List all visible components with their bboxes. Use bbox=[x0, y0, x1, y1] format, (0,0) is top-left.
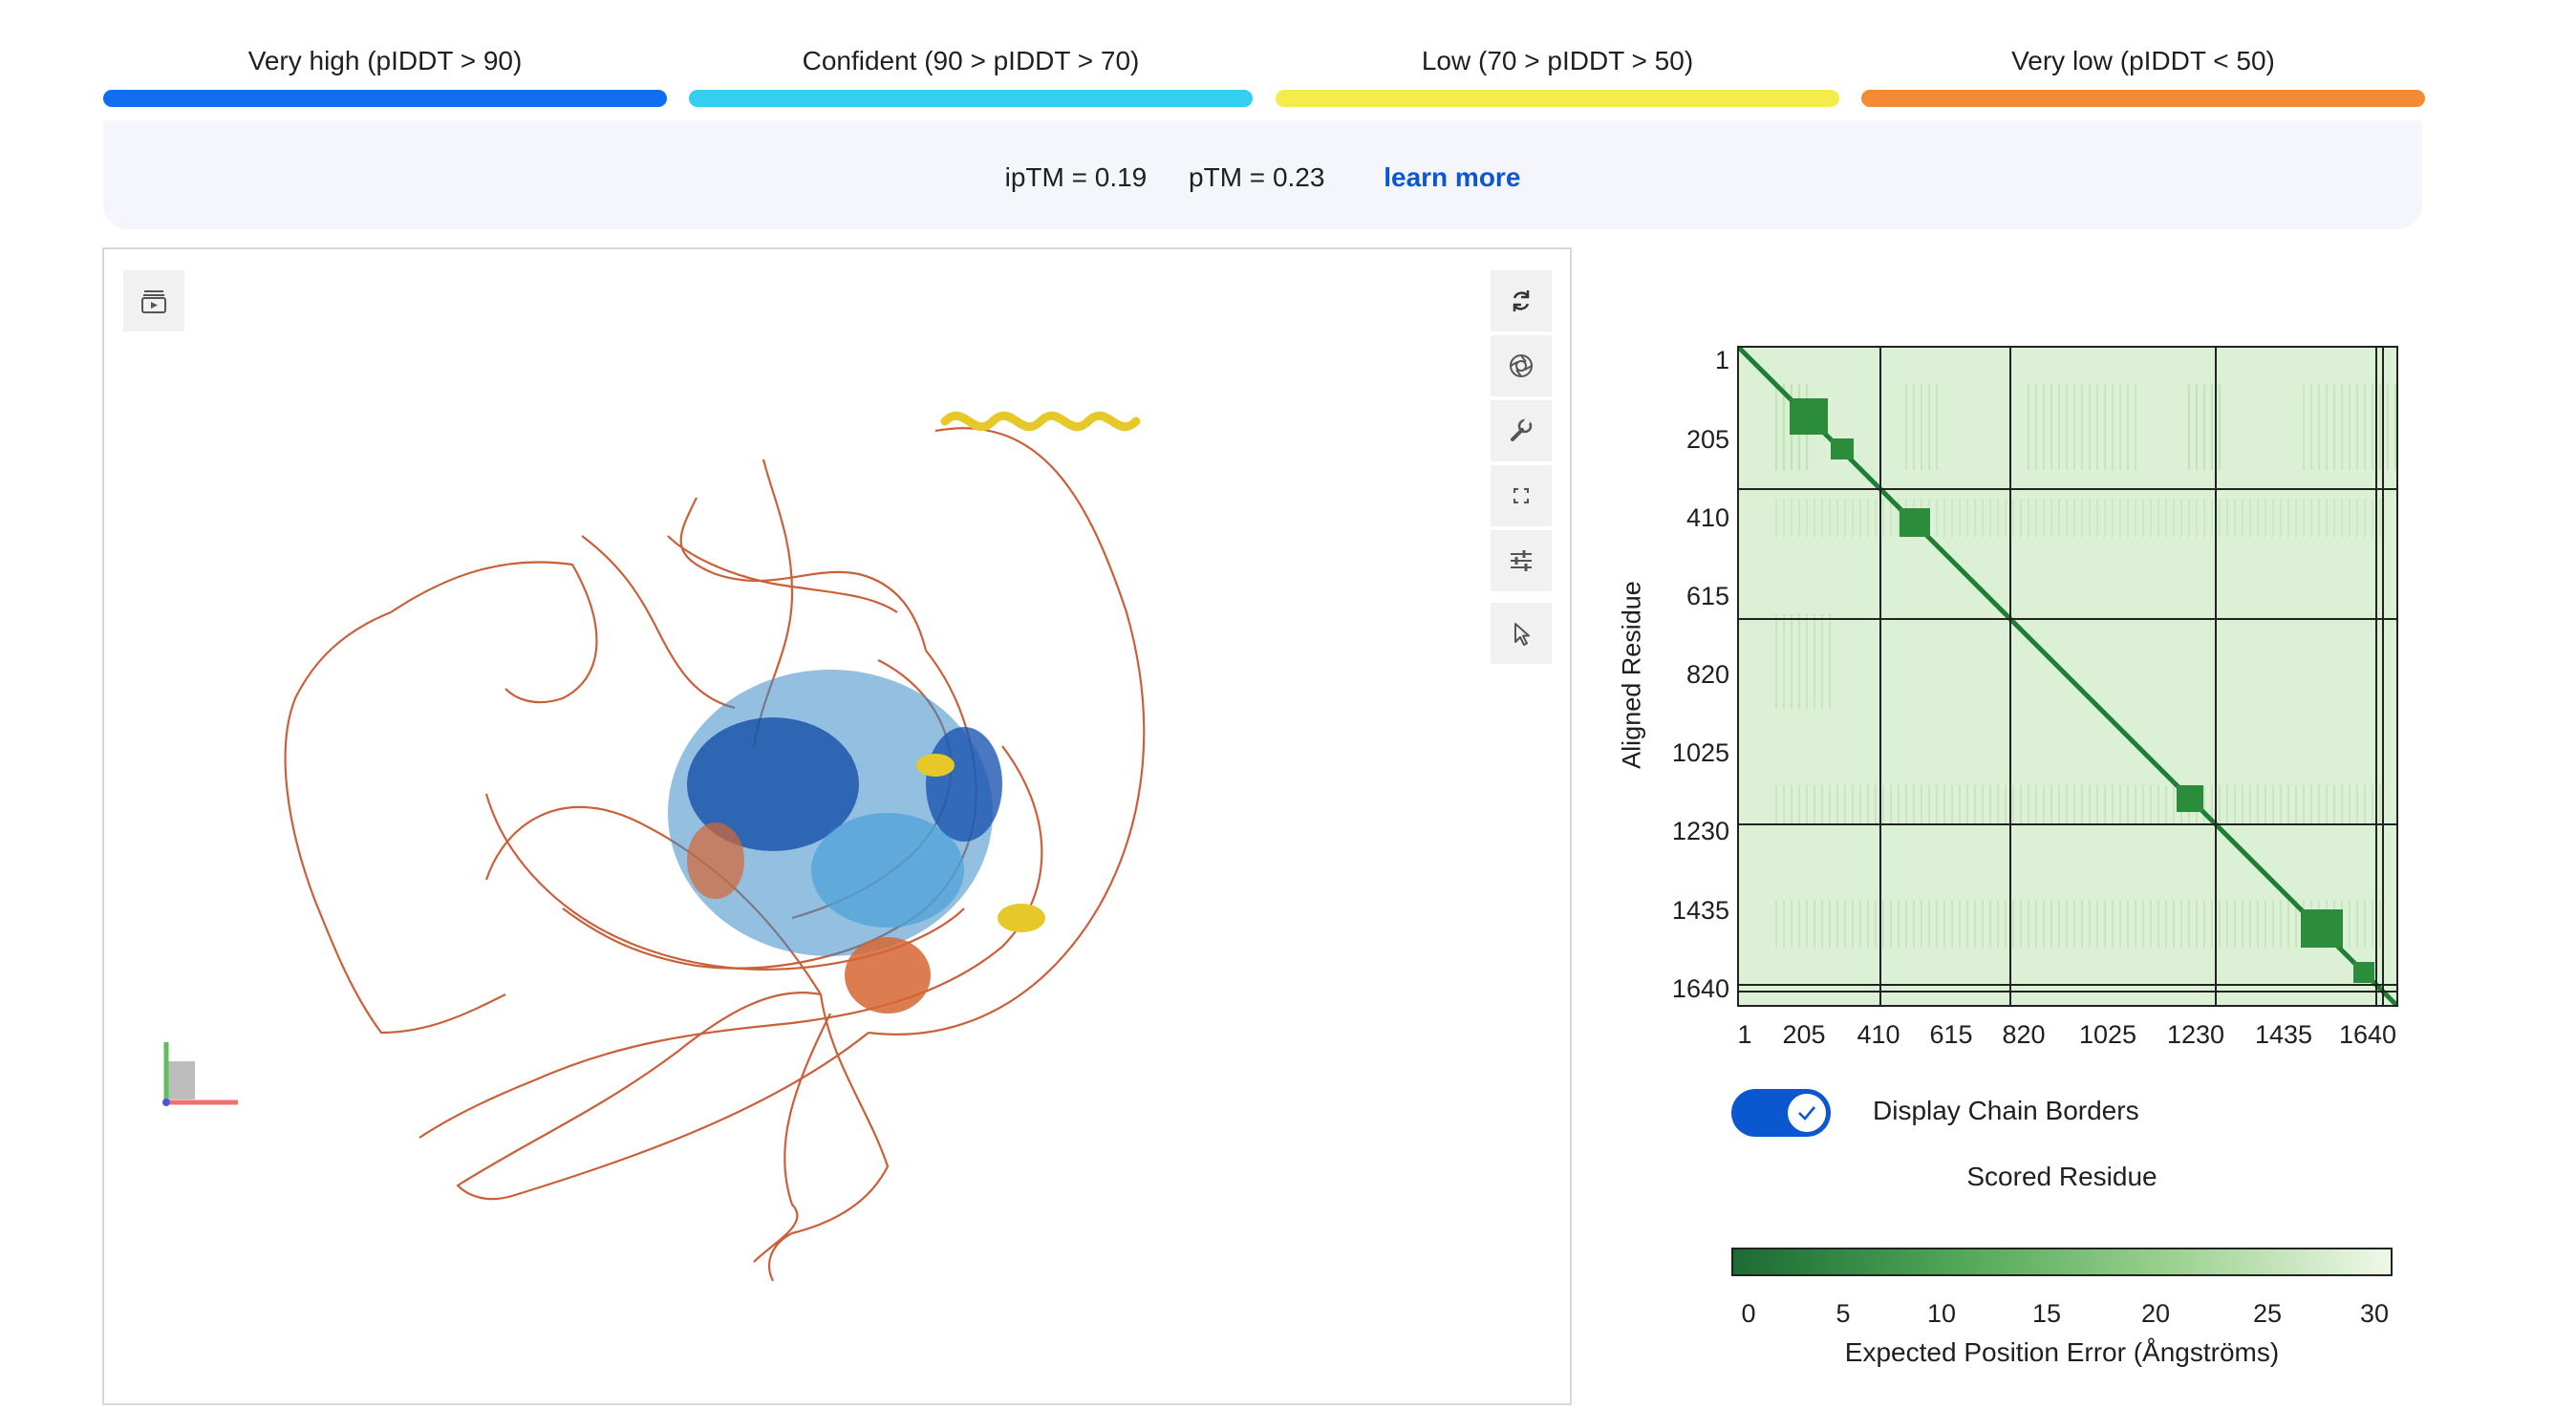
colorbar-tick: 15 bbox=[2031, 1299, 2062, 1328]
legend-label: Very low (pIDDT < 50) bbox=[2011, 46, 2275, 75]
screenshot-button[interactable] bbox=[1491, 335, 1552, 396]
colorbar-tick: 5 bbox=[1835, 1299, 1851, 1328]
y-tick: 1025 bbox=[1671, 738, 1729, 767]
y-tick: 1435 bbox=[1671, 896, 1729, 925]
y-tick: 1230 bbox=[1671, 817, 1729, 845]
iptm-value: ipTM = 0.19 bbox=[1004, 162, 1148, 192]
reset-rotation-icon bbox=[1513, 290, 1530, 311]
pae-colorbar bbox=[1731, 1248, 2393, 1276]
x-tick: 820 bbox=[2002, 1020, 2046, 1049]
confidence-metrics-bar: ipTM = 0.19 pTM = 0.23 learn more bbox=[103, 120, 2422, 229]
fullscreen-icon bbox=[1513, 488, 1529, 503]
legend-confident: Confident (90 > pIDDT > 70) bbox=[689, 42, 1253, 111]
legend-color-bar bbox=[103, 90, 667, 107]
ptm-value: pTM = 0.23 bbox=[1189, 162, 1325, 192]
legend-color-bar bbox=[1861, 90, 2425, 107]
pae-y-ticks: 1 205 410 615 820 1025 1230 1435 1640 bbox=[1624, 339, 1729, 1008]
structure-viewer[interactable] bbox=[102, 247, 1572, 1405]
legend-color-bar bbox=[1276, 90, 1839, 107]
legend-very-low: Very low (pIDDT < 50) bbox=[1861, 42, 2425, 111]
checkmark-icon bbox=[1798, 1106, 1815, 1121]
colorbar-tick: 20 bbox=[2140, 1299, 2171, 1328]
toggle-knob bbox=[1788, 1094, 1826, 1132]
chain-borders-toggle[interactable] bbox=[1731, 1089, 1831, 1137]
x-tick: 615 bbox=[1929, 1020, 1973, 1049]
playback-layout-button[interactable] bbox=[123, 270, 184, 331]
legend-low: Low (70 > pIDDT > 50) bbox=[1276, 42, 1839, 111]
reset-rotation-button[interactable] bbox=[1491, 270, 1552, 331]
colorbar-tick: 10 bbox=[1926, 1299, 1957, 1328]
select-cursor-icon bbox=[1514, 623, 1530, 646]
legend-color-bar bbox=[689, 90, 1253, 107]
legend-very-high: Very high (pIDDT > 90) bbox=[103, 42, 667, 111]
select-mode-button[interactable] bbox=[1491, 603, 1552, 664]
legend-label: Low (70 > pIDDT > 50) bbox=[1421, 46, 1694, 75]
x-tick: 1230 bbox=[2166, 1020, 2225, 1049]
legend-label: Confident (90 > pIDDT > 70) bbox=[802, 46, 1140, 75]
learn-more-link[interactable]: learn more bbox=[1384, 162, 1521, 192]
controls-button[interactable] bbox=[1491, 400, 1552, 461]
x-tick: 1 bbox=[1737, 1020, 1752, 1049]
playback-layout-icon bbox=[141, 290, 166, 313]
x-tick: 1640 bbox=[2338, 1020, 2397, 1049]
y-tick: 615 bbox=[1685, 582, 1729, 610]
colorbar-tick: 30 bbox=[2359, 1299, 2390, 1328]
pae-heatmap[interactable] bbox=[1737, 346, 2398, 1007]
chain-borders-label: Display Chain Borders bbox=[1873, 1096, 2139, 1125]
screenshot-icon bbox=[1510, 354, 1533, 377]
y-tick: 1 bbox=[1714, 346, 1729, 374]
x-tick: 205 bbox=[1782, 1020, 1826, 1049]
x-tick: 1435 bbox=[2254, 1020, 2313, 1049]
settings-sliders-icon bbox=[1511, 550, 1532, 571]
fullscreen-button[interactable] bbox=[1491, 465, 1552, 526]
wrench-icon bbox=[1511, 417, 1533, 441]
y-tick: 1640 bbox=[1671, 974, 1729, 1003]
protein-structure-render bbox=[162, 411, 1146, 1282]
colorbar-tick: 0 bbox=[1741, 1299, 1756, 1328]
y-tick: 410 bbox=[1685, 503, 1729, 532]
pae-x-axis-label: Scored Residue bbox=[1966, 1162, 2157, 1191]
x-tick: 1025 bbox=[2078, 1020, 2137, 1049]
pae-x-ticks: 1 205 410 615 820 1025 1230 1435 1640 bbox=[1737, 1020, 2406, 1058]
y-tick: 820 bbox=[1685, 660, 1729, 689]
colorbar-tick: 25 bbox=[2252, 1299, 2283, 1328]
y-tick: 205 bbox=[1685, 425, 1729, 454]
legend-label: Very high (pIDDT > 90) bbox=[247, 46, 523, 75]
settings-button[interactable] bbox=[1491, 530, 1552, 591]
x-tick: 410 bbox=[1857, 1020, 1900, 1049]
colorbar-label: Expected Position Error (Ångströms) bbox=[1844, 1337, 2280, 1367]
